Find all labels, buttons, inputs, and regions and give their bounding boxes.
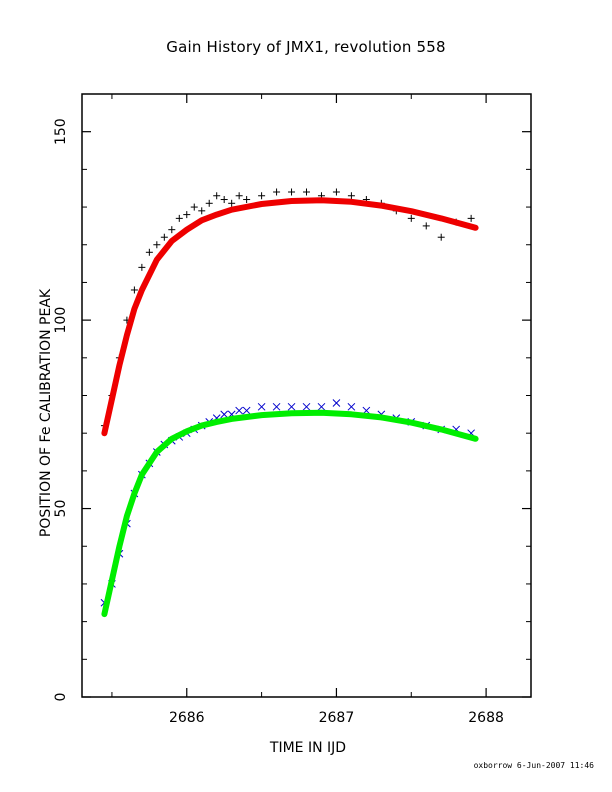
data-point [183, 211, 191, 219]
data-point [153, 241, 161, 249]
series-3 [101, 409, 479, 618]
data-point [303, 188, 310, 196]
data-point [205, 199, 213, 207]
data-point [243, 196, 251, 204]
series-1 [100, 399, 475, 607]
fit-line [101, 197, 479, 437]
data-point [272, 402, 281, 411]
data-point [213, 192, 221, 200]
data-point [332, 399, 341, 407]
y-tick-label: 150 [53, 118, 69, 145]
x-axis-label: TIME IN IJD [269, 740, 347, 756]
fit-line [101, 409, 479, 618]
data-point [258, 192, 266, 200]
data-point [273, 188, 281, 196]
chart-title: Gain History of JMX1, revolution 558 [166, 38, 446, 56]
series-0 [100, 188, 475, 430]
data-point [302, 402, 311, 411]
series-2 [101, 197, 479, 437]
data-point [138, 263, 146, 271]
y-axis-ticks: 0 50 100 150 [53, 118, 531, 701]
data-point [347, 192, 355, 200]
author-date-stamp: oxborrow 6-Jun-2007 11:46 [473, 761, 594, 770]
data-point [437, 233, 445, 241]
data-point [228, 199, 236, 207]
data-point [175, 214, 183, 222]
data-point [160, 233, 168, 241]
data-point [168, 226, 176, 234]
plot-frame [81, 93, 532, 698]
data-point [220, 410, 229, 419]
x-tick-label: 2686 [169, 710, 205, 726]
data-point [235, 192, 243, 200]
x-tick-label: 2688 [468, 710, 504, 726]
data-point [317, 402, 326, 411]
data-point [407, 214, 415, 222]
series-layer [100, 188, 479, 618]
y-tick-label: 100 [53, 307, 69, 334]
x-axis-ticks: 2686 2687 2688 [111, 94, 504, 726]
data-point [257, 402, 266, 411]
data-point [190, 203, 198, 211]
data-point [347, 402, 356, 411]
x-tick-label: 2687 [319, 710, 355, 726]
data-point [198, 207, 206, 215]
y-tick-label: 50 [53, 500, 69, 518]
y-tick-label: 0 [53, 693, 69, 702]
data-point [287, 402, 296, 411]
data-point [220, 196, 228, 204]
data-point [242, 406, 251, 415]
data-point [145, 248, 153, 256]
data-point [422, 222, 430, 230]
data-point [467, 214, 475, 222]
data-point [332, 188, 340, 196]
data-point [288, 188, 296, 196]
y-axis-label: POSITION OF Fe CALIBRATION PEAK [38, 288, 54, 538]
data-point [130, 286, 138, 294]
data-point [235, 406, 244, 415]
